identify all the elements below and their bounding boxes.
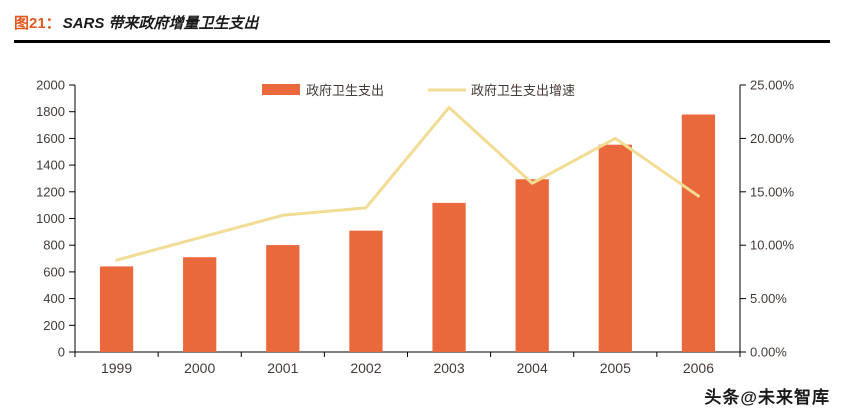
figure-number-label: 图21：: [14, 15, 61, 32]
left-axis-tick-label: 1600: [36, 131, 65, 146]
bar-2003: [432, 202, 466, 352]
bar-2004: [515, 179, 549, 352]
legend-bar-swatch: [262, 84, 300, 95]
bar-1999: [99, 266, 134, 352]
right-axis-tick-label: 15.00%: [750, 184, 795, 199]
bar-2002: [349, 230, 383, 352]
left-axis-tick-label: 0: [58, 345, 65, 360]
figure-header: 图21： SARS 带来政府增量卫生支出: [14, 12, 830, 43]
bar-2006: [681, 114, 716, 352]
right-axis-tick-label: 10.00%: [750, 238, 795, 253]
x-axis-category-label: 2005: [600, 360, 631, 376]
x-axis-category-label: 1999: [101, 360, 132, 376]
bar-2001: [266, 245, 300, 352]
left-axis-tick-label: 1200: [36, 184, 65, 199]
x-axis-category-label: 2002: [350, 360, 381, 376]
left-axis-tick-label: 1000: [36, 211, 65, 226]
right-axis-tick-label: 5.00%: [750, 291, 787, 306]
title-underline: [14, 40, 830, 43]
right-axis-tick-label: 0.00%: [750, 345, 787, 360]
x-axis-category-label: 2006: [683, 360, 714, 376]
right-axis-tick-label: 25.00%: [750, 78, 795, 93]
legend-line-label: 政府卫生支出增速: [471, 83, 575, 98]
growth-line: [115, 105, 700, 262]
figure-title-text: SARS 带来政府增量卫生支出: [62, 15, 259, 32]
left-axis-tick-label: 400: [43, 291, 65, 306]
watermark: 头条@未来智库: [704, 388, 830, 407]
x-axis-category-label: 2000: [184, 360, 215, 376]
bar-2005: [598, 144, 632, 352]
right-axis-tick-label: 20.00%: [750, 131, 795, 146]
legend-bar-label: 政府卫生支出: [306, 83, 384, 98]
figure-title: 图21： SARS 带来政府增量卫生支出: [14, 12, 830, 33]
left-axis-tick-label: 200: [43, 318, 65, 333]
left-axis-tick-label: 1800: [36, 104, 65, 119]
x-axis-category-label: 2001: [267, 360, 298, 376]
x-axis-category-label: 2004: [517, 360, 548, 376]
left-axis-tick-label: 600: [43, 264, 65, 279]
left-axis-tick-label: 800: [43, 238, 65, 253]
bar-2000: [183, 257, 217, 352]
left-axis-tick-label: 2000: [36, 78, 65, 93]
x-axis-category-label: 2003: [433, 360, 464, 376]
left-axis-tick-label: 1400: [36, 158, 65, 173]
